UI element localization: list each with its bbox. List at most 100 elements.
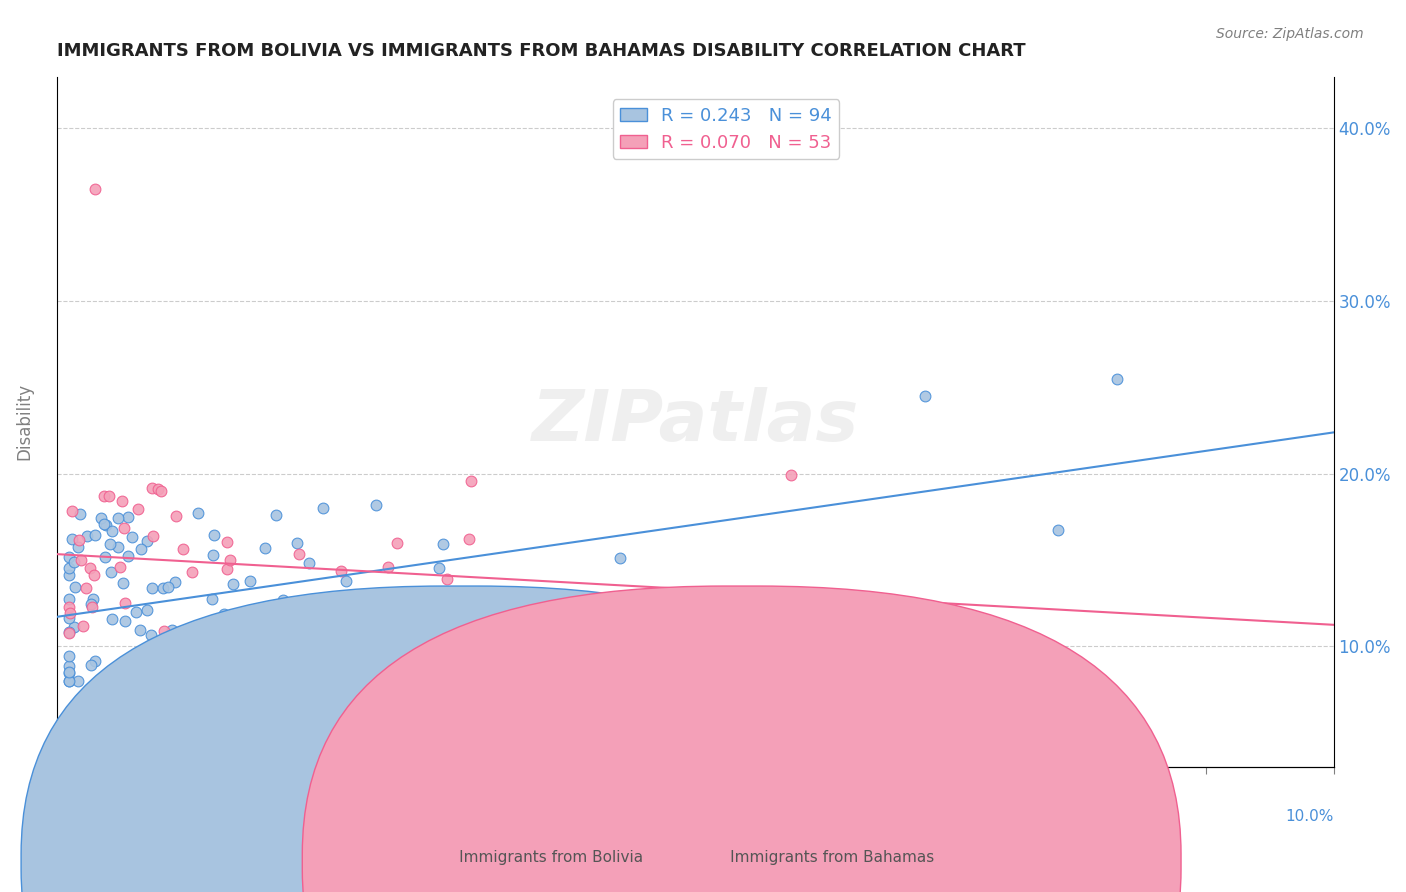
Point	[180, 639, 202, 653]
Point	[222, 632, 245, 646]
Point	[155, 652, 177, 666]
Point	[101, 524, 124, 538]
Point	[58, 658, 80, 673]
Point	[195, 649, 218, 664]
Point	[180, 565, 202, 579]
Point	[58, 591, 80, 606]
Point	[254, 541, 277, 555]
Point	[83, 568, 105, 582]
Point	[643, 595, 665, 609]
Point	[90, 510, 112, 524]
Point	[148, 482, 170, 496]
Point	[136, 603, 159, 617]
Point	[100, 565, 122, 579]
Point	[458, 532, 481, 546]
Point	[70, 553, 93, 567]
Point	[58, 549, 80, 564]
Point	[1105, 372, 1128, 386]
Point	[374, 616, 396, 631]
Point	[58, 606, 80, 620]
Point	[76, 528, 98, 542]
Text: Source: ZipAtlas.com: Source: ZipAtlas.com	[1216, 27, 1364, 41]
Point	[427, 561, 450, 575]
Point	[436, 572, 458, 586]
Point	[150, 483, 173, 498]
Point	[80, 598, 103, 612]
Point	[125, 650, 148, 665]
Point	[264, 508, 287, 522]
Point	[125, 605, 148, 619]
Point	[312, 500, 335, 515]
Point	[69, 508, 91, 522]
Point	[460, 474, 482, 488]
Point	[75, 581, 97, 595]
Text: 0.0%: 0.0%	[56, 809, 96, 823]
Point	[73, 694, 96, 708]
Point	[156, 580, 179, 594]
Point	[58, 624, 80, 639]
Point	[117, 509, 139, 524]
Point	[609, 550, 631, 565]
Point	[217, 562, 239, 576]
Point	[201, 592, 224, 607]
Point	[101, 691, 124, 706]
Point	[364, 499, 387, 513]
Point	[67, 533, 90, 547]
Point	[202, 528, 225, 542]
Point	[335, 574, 357, 589]
Point	[607, 597, 630, 611]
Point	[63, 555, 86, 569]
Point	[152, 581, 174, 595]
Point	[162, 623, 184, 637]
Point	[157, 685, 180, 699]
Point	[80, 600, 103, 615]
Point	[214, 607, 236, 621]
Point	[63, 580, 86, 594]
Point	[271, 592, 294, 607]
Point	[114, 614, 136, 628]
Point	[174, 681, 197, 696]
Point	[93, 550, 115, 565]
Point	[129, 623, 152, 637]
Point	[94, 517, 117, 532]
Point	[1046, 523, 1069, 537]
Text: 10.0%: 10.0%	[1285, 809, 1334, 823]
Point	[489, 587, 512, 601]
Point	[83, 654, 105, 668]
Point	[63, 620, 86, 634]
Text: Immigrants from Bolivia: Immigrants from Bolivia	[425, 850, 644, 865]
Point	[58, 611, 80, 625]
Point	[353, 656, 375, 670]
Point	[143, 669, 166, 683]
Point	[58, 665, 80, 679]
Point	[153, 624, 176, 638]
Point	[377, 560, 399, 574]
Point	[131, 541, 153, 556]
Point	[72, 618, 94, 632]
Point	[115, 669, 138, 683]
Point	[67, 674, 90, 689]
Point	[58, 673, 80, 688]
Point	[121, 530, 143, 544]
Y-axis label: Disability: Disability	[15, 384, 32, 460]
Point	[93, 517, 115, 532]
Point	[432, 536, 454, 550]
Point	[58, 648, 80, 663]
Point	[165, 575, 187, 590]
Point	[219, 552, 242, 566]
Point	[98, 489, 121, 503]
Point	[197, 627, 219, 641]
Point	[79, 561, 101, 575]
Point	[84, 182, 107, 196]
Point	[387, 535, 409, 549]
Point	[250, 638, 273, 652]
Text: ZIPatlas: ZIPatlas	[531, 387, 859, 457]
Point	[58, 626, 80, 640]
Point	[914, 389, 936, 403]
Point	[114, 596, 136, 610]
Point	[107, 540, 129, 554]
Point	[60, 504, 83, 518]
Point	[107, 511, 129, 525]
Point	[108, 559, 131, 574]
Legend: R = 0.243   N = 94, R = 0.070   N = 53: R = 0.243 N = 94, R = 0.070 N = 53	[613, 99, 839, 159]
